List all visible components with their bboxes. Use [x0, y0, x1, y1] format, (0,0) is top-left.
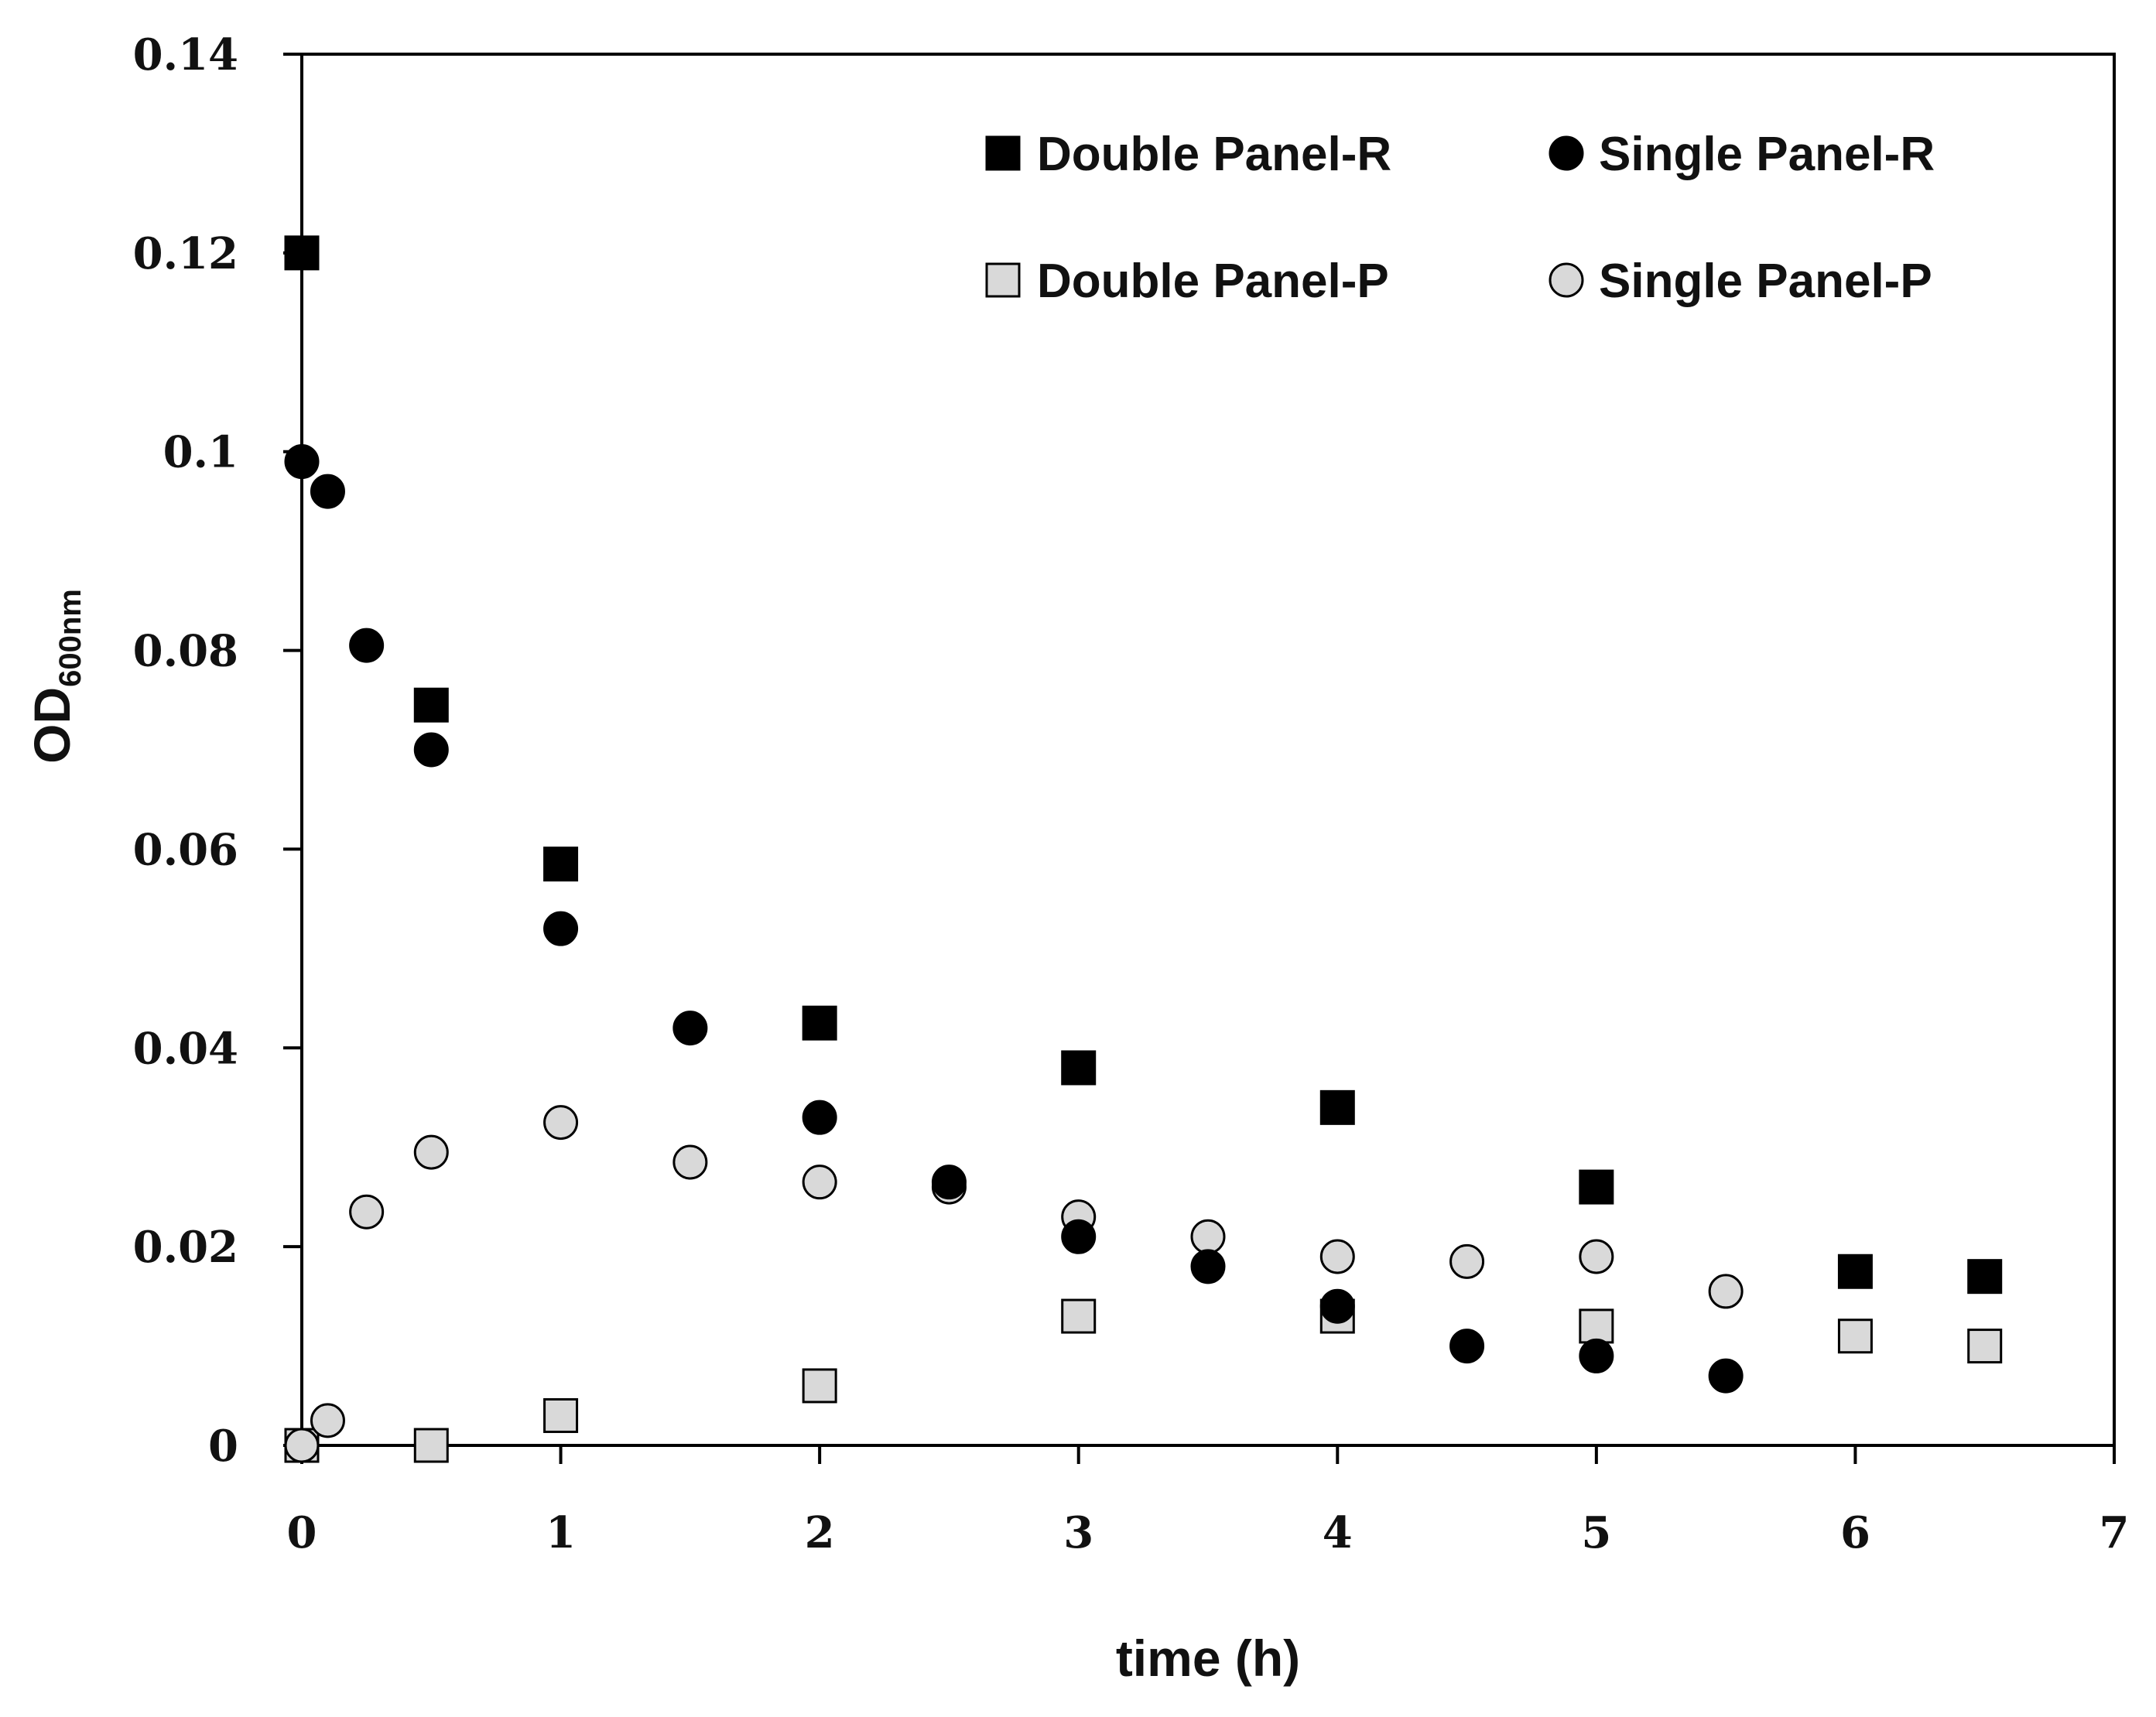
legend-marker-single-panel-r [1549, 135, 1584, 171]
point-double-panel-p [1061, 1298, 1097, 1334]
x-tick-label: 4 [1323, 1507, 1353, 1558]
point-single-panel-r [349, 628, 385, 663]
point-single-panel-p [1319, 1239, 1355, 1274]
point-double-panel-r [413, 687, 449, 723]
point-double-panel-r [1837, 1254, 1873, 1289]
x-tick-label: 0 [287, 1507, 317, 1558]
point-single-panel-p [284, 1428, 320, 1463]
point-double-panel-r [284, 235, 320, 271]
legend-marker-double-panel-r [985, 135, 1021, 171]
point-double-panel-p [413, 1428, 449, 1463]
point-double-panel-r [1967, 1259, 2003, 1295]
point-double-panel-r [1579, 1169, 1614, 1205]
point-double-panel-p [1579, 1308, 1614, 1344]
point-single-panel-p [310, 1403, 345, 1438]
y-tick-label: 0.12 [133, 228, 238, 279]
legend-label-double-panel-p: Double Panel-P [1037, 255, 1389, 308]
y-axis-title: OD600nm [23, 589, 87, 764]
y-tick-label: 0.1 [163, 427, 238, 478]
y-tick-label: 0.04 [133, 1023, 238, 1074]
legend-label-double-panel-r: Double Panel-R [1037, 128, 1391, 181]
x-tick-label: 5 [1581, 1507, 1611, 1558]
point-double-panel-p [1837, 1319, 1873, 1354]
point-single-panel-r [310, 474, 345, 509]
point-single-panel-r [672, 1011, 708, 1046]
point-single-panel-r [284, 444, 320, 480]
plot-area-frame [300, 53, 2116, 1447]
y-tick-label: 0 [208, 1421, 238, 1472]
point-single-panel-r [802, 1100, 837, 1135]
x-tick-label: 6 [1840, 1507, 1870, 1558]
point-single-panel-r [1190, 1249, 1226, 1284]
y-axis-title-subscript: 600nm [53, 589, 87, 687]
point-single-panel-r [1319, 1288, 1355, 1324]
x-axis-title: time (h) [1116, 1630, 1300, 1687]
y-tick-label: 0.08 [133, 626, 238, 677]
point-double-panel-p [1967, 1329, 2003, 1364]
point-single-panel-r [413, 732, 449, 768]
point-double-panel-p [543, 1397, 579, 1433]
point-single-panel-p [1190, 1219, 1226, 1254]
point-single-panel-p [1579, 1239, 1614, 1274]
point-single-panel-p [1449, 1243, 1485, 1279]
x-tick-label: 7 [2100, 1507, 2130, 1558]
point-single-panel-p [543, 1105, 579, 1141]
point-single-panel-r [543, 911, 579, 946]
x-tick-label: 1 [546, 1507, 576, 1558]
point-single-panel-r [1449, 1329, 1485, 1364]
legend-label-single-panel-r: Single Panel-R [1599, 128, 1935, 181]
legend: Double Panel-R Single Panel-R Double Panel… [985, 128, 1935, 308]
point-single-panel-r [1708, 1358, 1744, 1394]
y-axis-title-main: OD [23, 687, 80, 764]
point-double-panel-p [802, 1368, 837, 1404]
y-tick-label: 0.06 [133, 824, 238, 875]
point-double-panel-r [1319, 1089, 1355, 1125]
legend-label-single-panel-p: Single Panel-P [1599, 255, 1932, 308]
y-tick-label: 0.14 [133, 29, 238, 80]
point-double-panel-r [543, 847, 579, 882]
x-tick-labels: 0 1 2 3 4 5 6 7 [287, 1507, 2130, 1558]
legend-marker-double-panel-p [985, 262, 1021, 298]
point-double-panel-r [1061, 1050, 1097, 1086]
point-single-panel-r [931, 1165, 967, 1200]
point-double-panel-r [802, 1005, 837, 1041]
y-tick-label: 0.02 [133, 1222, 238, 1273]
point-single-panel-p [672, 1144, 708, 1180]
point-single-panel-r [1061, 1219, 1097, 1254]
x-tick-label: 3 [1063, 1507, 1093, 1558]
y-tick-labels: 0 0.02 0.04 0.06 0.08 0.1 0.12 0.14 [133, 29, 238, 1472]
point-single-panel-p [413, 1134, 449, 1170]
x-tick-label: 2 [805, 1507, 835, 1558]
point-single-panel-p [1708, 1274, 1744, 1309]
legend-marker-single-panel-p [1549, 262, 1584, 298]
point-single-panel-p [349, 1194, 385, 1230]
point-single-panel-p [802, 1165, 837, 1200]
data-points [284, 235, 2003, 1463]
point-single-panel-r [1579, 1338, 1614, 1373]
